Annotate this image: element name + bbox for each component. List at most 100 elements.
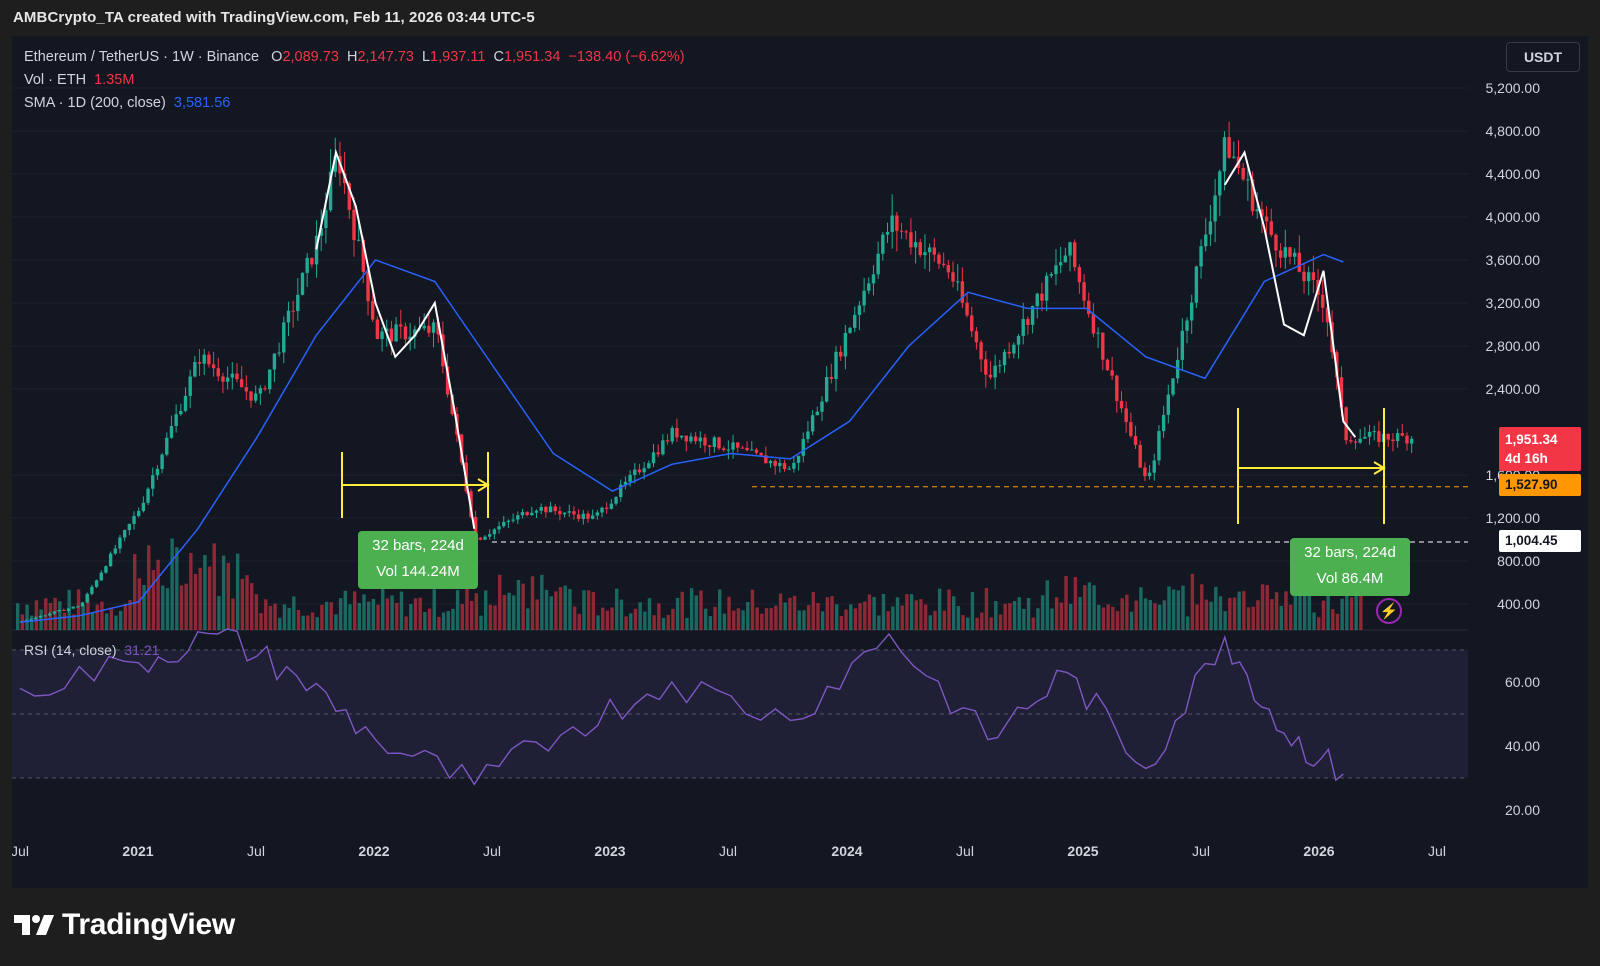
candle-body (633, 469, 637, 475)
price-axis-label: 5,200.00 (1486, 80, 1541, 96)
candle-body (516, 515, 520, 520)
volume-bar (1092, 585, 1096, 630)
volume-bar (849, 604, 853, 630)
volume-bar (165, 588, 170, 630)
candle-body (211, 364, 216, 369)
volume-bar (123, 603, 128, 630)
candle-body (703, 437, 707, 446)
volume-bar (1153, 603, 1157, 630)
candle-body (675, 428, 679, 438)
candle-body (314, 235, 319, 265)
volume-bar (1069, 603, 1073, 630)
volume-bar (521, 583, 525, 630)
candle-body (586, 513, 590, 519)
volume-bar (245, 575, 249, 630)
candle-body (745, 447, 749, 451)
sma-label[interactable]: SMA · 1D (200, close) (24, 95, 166, 111)
volume-bar (390, 595, 394, 630)
candle-body (1391, 439, 1395, 442)
volume-bar (998, 614, 1003, 630)
volume-bar (526, 608, 530, 630)
candle-body (230, 373, 234, 378)
candle-body (782, 462, 787, 470)
volume-bar (446, 611, 450, 630)
measure-callout-1[interactable]: 32 bars, 224d Vol 144.24M (358, 531, 478, 589)
volume-bar (591, 592, 596, 630)
volume-bar (264, 599, 268, 630)
rsi-axis-label: 20.00 (1505, 802, 1540, 818)
volume-bar (1115, 611, 1120, 630)
candle-body (1101, 332, 1105, 360)
candle-body (567, 511, 571, 513)
price-chart[interactable]: 5,200.00 4,800.00 4,400.00 4,000.00 3,600.00… (12, 36, 1588, 888)
measure-callout-2[interactable]: 32 bars, 224d Vol 86.4M (1290, 538, 1410, 596)
volume-bar (221, 555, 226, 630)
volume-bar (722, 613, 727, 630)
currency-button[interactable]: USDT (1506, 42, 1580, 72)
volume-bar (348, 604, 352, 630)
candle-body (722, 448, 726, 450)
volume-bar (783, 602, 787, 630)
candle-body (1278, 250, 1283, 258)
candle-body (726, 449, 731, 451)
volume-bar (895, 597, 900, 630)
volume-bar (643, 611, 647, 630)
volume-bar (16, 603, 20, 630)
candle-body (352, 209, 356, 241)
volume-bar (624, 616, 628, 630)
candle-body (979, 342, 983, 360)
volume-bar (404, 616, 408, 630)
candle-body (1363, 436, 1367, 439)
candle-body (151, 475, 155, 489)
candle-body (488, 534, 492, 537)
symbol-label[interactable]: Ethereum / TetherUS · 1W · Binance (24, 49, 260, 65)
volume-bar (338, 598, 343, 630)
sma-value: 3,581.56 (173, 95, 231, 111)
candle-body (1035, 293, 1039, 307)
volume-label[interactable]: Vol · ETH (24, 72, 87, 88)
volume-bar (778, 593, 783, 630)
volume-bar (282, 604, 287, 630)
candle-body (1124, 408, 1128, 423)
candle-body (951, 272, 955, 282)
volume-bar (72, 614, 76, 630)
candle-body (244, 387, 249, 392)
candle-body (221, 376, 225, 382)
volume-bar (1040, 595, 1045, 630)
volume-bar (961, 615, 965, 630)
candle-body (656, 452, 660, 455)
volume-bar (137, 578, 142, 630)
candle-body (679, 435, 684, 438)
volume-bar (1326, 592, 1330, 630)
time-axis-label: Jul (956, 843, 974, 859)
volume-bar (774, 605, 778, 630)
lightning-icon[interactable]: ⚡ (1376, 598, 1402, 624)
candle-body (296, 294, 300, 312)
candle-body (754, 449, 759, 453)
volume-bar (647, 598, 652, 630)
volume-bar (287, 607, 291, 630)
candle-body (450, 394, 454, 415)
volume-bar (966, 617, 970, 630)
price-axis-label: 400.00 (1497, 596, 1540, 612)
time-axis-label: Jul (483, 843, 501, 859)
volume-bar (184, 583, 188, 630)
candle-body (239, 379, 244, 388)
volume-bar (259, 613, 263, 630)
volume-bar (432, 589, 436, 630)
chart-panel[interactable]: 5,200.00 4,800.00 4,400.00 4,000.00 3,600.00… (12, 36, 1588, 888)
candle-body (1213, 195, 1217, 222)
volume-bar (1200, 584, 1204, 630)
candle-body (689, 436, 693, 442)
price-axis-label: 3,600.00 (1486, 252, 1541, 268)
candle-body (773, 460, 777, 467)
candle-body (66, 608, 71, 611)
candle-body (408, 336, 412, 340)
rsi-label[interactable]: RSI (14, close) (24, 642, 117, 658)
tradingview-logo[interactable]: TradingView (14, 905, 235, 945)
volume-bar (161, 585, 165, 630)
volume-bar (170, 538, 174, 630)
candle-body (1199, 246, 1203, 267)
candle-body (235, 373, 239, 380)
candle-body (24, 620, 29, 622)
